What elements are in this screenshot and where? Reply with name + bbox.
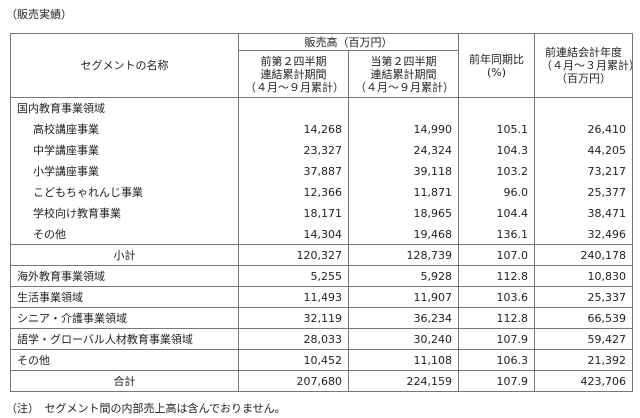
table-row-domestic: 国内教育事業領域 xyxy=(10,97,633,119)
table-row-subtotal: 小計 120,327 128,739 107.0 240,178 xyxy=(10,244,633,266)
cell-yoy: 112.8 xyxy=(458,265,535,287)
cell-curr: 5,928 xyxy=(348,265,459,287)
cell-curr: 19,468 xyxy=(348,223,459,245)
segment-name: その他 xyxy=(10,349,239,371)
cell-yoy: 112.8 xyxy=(458,307,535,329)
cell-prev: 5,255 xyxy=(238,265,349,287)
cell-prev: 18,171 xyxy=(238,202,349,224)
segment-name: 海外教育事業領域 xyxy=(10,265,239,287)
cell-year: 26,410 xyxy=(534,118,633,140)
cell-year: 59,427 xyxy=(534,328,633,350)
cell-yoy: 106.3 xyxy=(458,349,535,371)
segment-name: こどもちゃれんじ事業 xyxy=(10,181,239,203)
cell-year: 25,377 xyxy=(534,181,633,203)
cell-yoy: 104.4 xyxy=(458,202,535,224)
segment-name: 中学講座事業 xyxy=(10,139,239,161)
cell-curr: 30,240 xyxy=(348,328,459,350)
table-row: 海外教育事業領域 5,255 5,928 112.8 10,830 xyxy=(10,265,633,287)
cell-prev: 14,304 xyxy=(238,223,349,245)
segment-name: シニア・介護事業領域 xyxy=(10,307,239,329)
table-row: 小学講座事業 37,887 39,118 103.2 73,217 xyxy=(10,160,633,182)
header-prev-period: 前第２四半期 連結累計期間 （４月～９月累計） xyxy=(238,50,349,98)
segment-name: その他 xyxy=(10,223,239,245)
cell-prev: 120,327 xyxy=(238,244,349,266)
cell-year: 38,471 xyxy=(534,202,633,224)
total-label: 合計 xyxy=(10,370,239,392)
table-row: シニア・介護事業領域 32,119 36,234 112.8 66,539 xyxy=(10,307,633,329)
segment-name: 語学・グローバル人材教育事業領域 xyxy=(10,328,239,350)
cell-prev: 207,680 xyxy=(238,370,349,392)
segment-name: 国内教育事業領域 xyxy=(10,97,239,119)
cell-year: 44,205 xyxy=(534,139,633,161)
cell-yoy: 104.3 xyxy=(458,139,535,161)
cell-yoy: 136.1 xyxy=(458,223,535,245)
table-row: 学校向け教育事業 18,171 18,965 104.4 38,471 xyxy=(10,202,633,224)
cell-prev: 12,366 xyxy=(238,181,349,203)
table-row-total: 合計 207,680 224,159 107.9 423,706 xyxy=(10,370,633,392)
cell-curr: 24,324 xyxy=(348,139,459,161)
cell-prev: 10,452 xyxy=(238,349,349,371)
cell-year: 32,496 xyxy=(534,223,633,245)
table-row: その他 10,452 11,108 106.3 21,392 xyxy=(10,349,633,371)
cell-year: 66,539 xyxy=(534,307,633,329)
cell-year: 21,392 xyxy=(534,349,633,371)
cell-curr: 11,108 xyxy=(348,349,459,371)
subtotal-label: 小計 xyxy=(10,244,239,266)
header-segment: セグメントの名称 xyxy=(10,33,239,98)
cell-yoy: 107.9 xyxy=(458,328,535,350)
cell-curr: 36,234 xyxy=(348,307,459,329)
cell-curr: 14,990 xyxy=(348,118,459,140)
table-row: 高校講座事業 14,268 14,990 105.1 26,410 xyxy=(10,118,633,140)
cell-prev: 28,033 xyxy=(238,328,349,350)
cell-prev: 11,493 xyxy=(238,286,349,308)
header-prev-year: 前連結会計年度 （４月～３月累計） （百万円） xyxy=(534,33,633,98)
cell-prev: 23,327 xyxy=(238,139,349,161)
cell-year: 25,337 xyxy=(534,286,633,308)
table-row: 中学講座事業 23,327 24,324 104.3 44,205 xyxy=(10,139,633,161)
cell-yoy: 103.6 xyxy=(458,286,535,308)
cell-curr: 11,871 xyxy=(348,181,459,203)
footnote: （注） セグメント間の内部売上高は含んでおりません。 xyxy=(6,402,286,415)
cell-yoy: 96.0 xyxy=(458,181,535,203)
header-yoy: 前年同期比 (%) xyxy=(458,33,535,98)
cell-yoy: 103.2 xyxy=(458,160,535,182)
cell-yoy: 107.9 xyxy=(458,370,535,392)
cell-curr: 128,739 xyxy=(348,244,459,266)
cell-curr: 18,965 xyxy=(348,202,459,224)
segment-name: 生活事業領域 xyxy=(10,286,239,308)
table-row: 語学・グローバル人材教育事業領域 28,033 30,240 107.9 59,… xyxy=(10,328,633,350)
cell-yoy: 105.1 xyxy=(458,118,535,140)
sales-table: セグメントの名称 販売高（百万円） 前年同期比 (%) 前連結会計年度 （４月～３月… xyxy=(10,33,633,392)
header-curr-period: 当第２四半期 連結累計期間 （４月～９月累計） xyxy=(348,50,459,98)
cell-curr: 39,118 xyxy=(348,160,459,182)
cell-yoy: 107.0 xyxy=(458,244,535,266)
cell-prev: 37,887 xyxy=(238,160,349,182)
table-caption: （販売実績） xyxy=(6,8,72,21)
header-sales-group: 販売高（百万円） xyxy=(238,33,459,51)
cell-curr: 224,159 xyxy=(348,370,459,392)
table-row: 生活事業領域 11,493 11,907 103.6 25,337 xyxy=(10,286,633,308)
cell-prev: 14,268 xyxy=(238,118,349,140)
cell-year: 73,217 xyxy=(534,160,633,182)
cell-year: 240,178 xyxy=(534,244,633,266)
cell-prev: 32,119 xyxy=(238,307,349,329)
cell-year: 10,830 xyxy=(534,265,633,287)
cell-curr: 11,907 xyxy=(348,286,459,308)
cell-year: 423,706 xyxy=(534,370,633,392)
segment-name: 高校講座事業 xyxy=(10,118,239,140)
segment-name: 小学講座事業 xyxy=(10,160,239,182)
segment-name: 学校向け教育事業 xyxy=(10,202,239,224)
table-row: こどもちゃれんじ事業 12,366 11,871 96.0 25,377 xyxy=(10,181,633,203)
table-row: その他 14,304 19,468 136.1 32,496 xyxy=(10,223,633,245)
